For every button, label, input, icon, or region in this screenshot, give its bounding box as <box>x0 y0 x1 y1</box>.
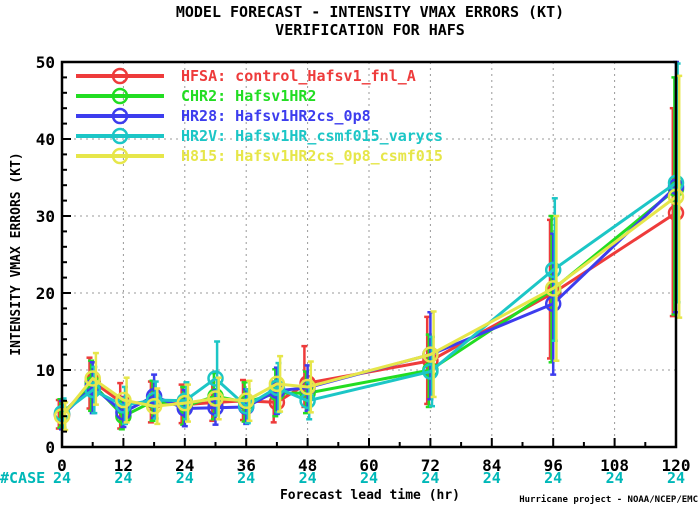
x-axis-label: Forecast lead time (hr) <box>280 488 460 503</box>
data-point <box>268 375 286 393</box>
x-tick-label: 12 <box>114 456 133 475</box>
x-tick-label: 72 <box>421 456 440 475</box>
y-tick-label: 0 <box>45 438 55 457</box>
x-tick-label: 0 <box>57 456 67 475</box>
legend: HFSA: control_Hafsv1_fnl_A CHR2: Hafsv1HR… <box>76 67 443 165</box>
y-tick-label: 20 <box>36 284 55 303</box>
chart-subtitle: VERIFICATION FOR HAFS <box>275 21 465 39</box>
legend-label: HR28: Hafsv1HR2cs_0p8 <box>181 107 371 125</box>
legend-marker <box>111 127 129 145</box>
y-tick-label: 30 <box>36 207 55 226</box>
case-count: 24 <box>299 469 317 487</box>
legend-label: CHR2: Hafsv1HR2 <box>181 87 316 105</box>
x-tick-label: 108 <box>600 456 629 475</box>
case-count: 24 <box>667 469 685 487</box>
y-axis-label: INTENSITY VMAX ERRORS (KT) <box>9 152 24 356</box>
data-point <box>84 370 101 387</box>
x-tick-label: 48 <box>298 456 317 475</box>
legend-marker <box>111 87 129 105</box>
plot-frame <box>60 60 678 449</box>
legend-label: HFSA: control_Hafsv1_fnl_A <box>181 67 416 85</box>
x-tick-label: 60 <box>359 456 378 475</box>
data-point <box>422 346 439 363</box>
y-tick-label: 50 <box>36 53 55 72</box>
credit-text: Hurricane project - NOAA/NCEP/EMC <box>519 494 698 505</box>
axes <box>60 60 678 449</box>
data-point <box>544 261 562 279</box>
case-count: 24 <box>421 469 439 487</box>
legend-entry: HFSA: control_Hafsv1_fnl_A <box>76 67 416 85</box>
data-point <box>176 394 194 412</box>
legend-entry: HR28: Hafsv1HR2cs_0p8 <box>76 107 371 125</box>
legend-label: HR2V: Hafsv1HR_csmf015_varycs <box>181 127 443 145</box>
case-count-row: 24 24 24 24 24 24 24 24 24 24 24 <box>53 469 685 487</box>
legend-marker <box>111 67 129 85</box>
case-count: 24 <box>53 469 71 487</box>
legend-entry: H815: Hafsv1HR2cs_0p8_csmf015 <box>76 147 443 165</box>
case-label: #CASE <box>0 469 45 487</box>
x-tick-labels: 0 12 24 36 48 60 72 84 96 108 120 <box>57 456 690 475</box>
data-point <box>207 390 224 407</box>
legend-marker <box>111 147 129 165</box>
y-tick-label: 40 <box>36 130 55 149</box>
x-tick-label: 24 <box>175 456 194 475</box>
x-tick-label: 84 <box>482 456 501 475</box>
data-point <box>237 392 255 410</box>
case-count: 24 <box>483 469 501 487</box>
chart-title: MODEL FORECAST - INTENSITY VMAX ERRORS (… <box>176 3 564 21</box>
y-tick-labels: 0 10 20 30 40 50 <box>36 53 55 457</box>
case-count: 24 <box>606 469 624 487</box>
x-tick-label: 36 <box>237 456 256 475</box>
x-tick-label: 96 <box>544 456 563 475</box>
data-point <box>422 363 439 380</box>
case-count: 24 <box>237 469 255 487</box>
data-point <box>145 397 163 415</box>
x-tick-label: 120 <box>662 456 691 475</box>
legend-entry: HR2V: Hafsv1HR_csmf015_varycs <box>76 127 443 145</box>
y-tick-label: 10 <box>36 361 55 380</box>
data-point <box>84 381 101 399</box>
data-point <box>115 391 132 409</box>
data-point <box>207 370 224 387</box>
case-count: 24 <box>114 469 132 487</box>
data-point <box>544 295 562 313</box>
case-count: 24 <box>176 469 194 487</box>
data-point <box>299 378 316 396</box>
legend-marker <box>111 107 129 125</box>
case-count: 24 <box>544 469 562 487</box>
data-point <box>544 280 562 297</box>
legend-entry: CHR2: Hafsv1HR2 <box>76 87 316 105</box>
case-count: 24 <box>360 469 378 487</box>
legend-label: H815: Hafsv1HR2cs_0p8_csmf015 <box>181 147 443 165</box>
